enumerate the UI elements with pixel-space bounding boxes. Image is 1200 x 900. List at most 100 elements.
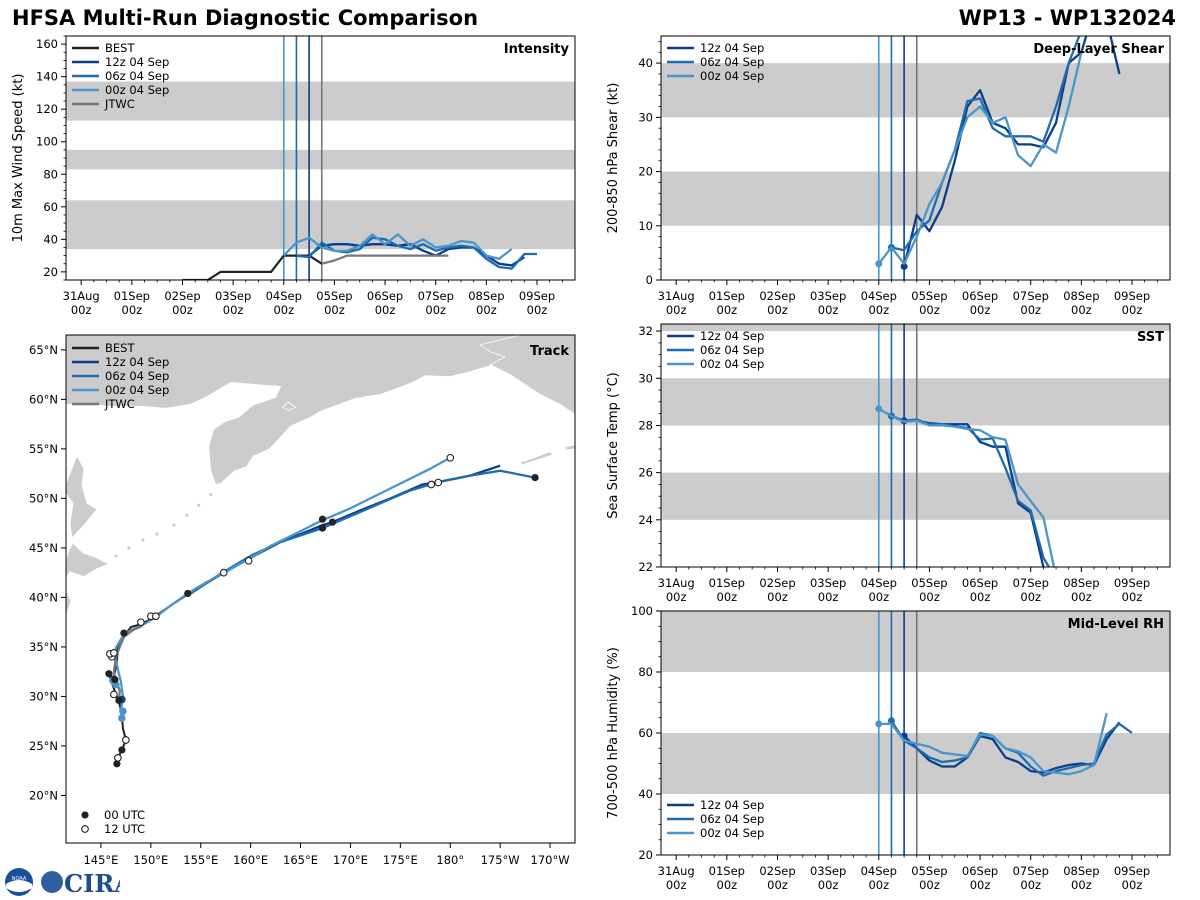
- intensity-x-tick-label-day: 01Sep: [114, 289, 150, 303]
- intensity-y-tick-label: 160: [36, 37, 58, 51]
- track-plot-area: [66, 335, 575, 768]
- track-legend-00utc-marker: [81, 811, 89, 819]
- track-marker-00utc: [118, 746, 126, 754]
- sst-x-tick-label-day: 31Aug: [658, 576, 695, 590]
- land-kuril-island: [172, 523, 176, 527]
- shear-x-tick-label-hour: 00z: [1071, 303, 1092, 317]
- shear-frame: [660, 35, 1171, 281]
- intensity-x-tick-label-day: 06Sep: [367, 289, 403, 303]
- rh-x-tick-label-hour: 00z: [818, 878, 839, 892]
- sst-x-tick-label-hour: 00z: [666, 590, 687, 604]
- shear-x-tick-label-hour: 00z: [868, 303, 889, 317]
- shear-panel-title: Deep-Layer Shear: [1033, 42, 1164, 57]
- rh-x-tick-label-hour: 00z: [970, 878, 991, 892]
- sst-x-tick-label-day: 06Sep: [962, 576, 998, 590]
- track-lat-label: 30°N: [29, 689, 58, 703]
- intensity-panel: 31Aug00z01Sep00z02Sep00z03Sep00z04Sep00z…: [11, 35, 576, 317]
- rh-plot-area: [661, 611, 1170, 855]
- sst-frame: [660, 323, 1171, 568]
- sst-legend-label: 06z 04 Sep: [700, 343, 764, 357]
- sst-x-tick-label-hour: 00z: [767, 590, 788, 604]
- shear-x-tick-label-hour: 00z: [919, 303, 940, 317]
- track-marker-12utc: [446, 453, 455, 462]
- track-line-r06: [190, 469, 536, 595]
- intensity-x-tick-label-day: 07Sep: [418, 289, 454, 303]
- track-marker-00utc: [318, 524, 327, 532]
- intensity-x-tick-label-hour: 00z: [324, 303, 345, 317]
- sst-x-tick-label-day: 05Sep: [911, 576, 947, 590]
- sst-y-tick-label: 24: [638, 513, 653, 527]
- track-marker-00utc: [111, 676, 119, 684]
- rh-y-tick-label: 100: [631, 604, 653, 618]
- track-lat-label: 45°N: [29, 541, 58, 555]
- rh-start-dot-r06: [887, 717, 895, 725]
- shear-x-tick-label-day: 08Sep: [1063, 289, 1099, 303]
- sst-y-tick-label: 26: [638, 466, 653, 480]
- rh-x-tick-label-hour: 00z: [868, 878, 889, 892]
- intensity-series-jtwc: [321, 254, 449, 265]
- sst-x-tick-label-day: 09Sep: [1114, 576, 1150, 590]
- track-marker-12utc: [114, 753, 122, 762]
- land-aleutian-1: [519, 451, 554, 466]
- track-lat-label: 65°N: [29, 343, 58, 357]
- shear-band: [661, 63, 1170, 118]
- track-marker-00utc: [328, 518, 337, 526]
- track-marker-00utc: [113, 760, 121, 768]
- track-lon-label: 175°E: [383, 853, 418, 867]
- intensity-x-tick-label-day: 04Sep: [266, 289, 302, 303]
- land-hokkaido: [66, 542, 110, 583]
- track-marker-r00: [118, 714, 126, 723]
- sst-start-dot-r00: [875, 405, 883, 413]
- track-lon-label: 175°W: [481, 853, 520, 867]
- rh-x-tick-label-day: 05Sep: [911, 864, 947, 878]
- shear-x-tick-label-hour: 00z: [818, 303, 839, 317]
- intensity-y-tick-label: 120: [36, 102, 58, 116]
- rh-x-tick-label-hour: 00z: [666, 878, 687, 892]
- land-kuril-island: [197, 503, 201, 507]
- shear-panel: 31Aug00z01Sep00z02Sep00z03Sep00z04Sep00z…: [606, 35, 1171, 317]
- shear-legend-label: 06z 04 Sep: [700, 55, 764, 69]
- intensity-series-r00: [282, 233, 513, 261]
- land-kuril-island: [185, 513, 189, 517]
- track-legend-label: 06z 04 Sep: [105, 369, 169, 383]
- sst-x-tick-label-hour: 00z: [919, 590, 940, 604]
- intensity-band: [66, 81, 575, 121]
- track-marker-00utc: [531, 473, 539, 482]
- sst-y-tick-label: 22: [638, 560, 653, 574]
- rh-x-tick-label-hour: 00z: [767, 878, 788, 892]
- intensity-series-best: [182, 254, 323, 280]
- shear-y-tick-label: 40: [638, 56, 653, 70]
- track-frame: [65, 334, 576, 844]
- track-line-r12: [190, 464, 501, 594]
- intensity-y-tick-label: 100: [36, 135, 58, 149]
- track-lon-label: 145°E: [83, 853, 118, 867]
- sst-x-tick-label-hour: 00z: [970, 590, 991, 604]
- shear-y-tick-label: 0: [646, 273, 653, 287]
- shear-plot-area: [661, 36, 1170, 280]
- rh-y-tick-label: 20: [638, 848, 653, 862]
- track-marker-12utc: [219, 568, 228, 577]
- rh-legend-label: 12z 04 Sep: [700, 798, 764, 812]
- land-russia: [66, 335, 575, 485]
- track-lat-label: 60°N: [29, 392, 58, 406]
- intensity-x-tick-label-day: 03Sep: [215, 289, 251, 303]
- rh-legend-label: 00z 04 Sep: [700, 826, 764, 840]
- sst-y-tick-label: 32: [638, 324, 653, 338]
- intensity-x-tick-label-day: 31Aug: [63, 289, 100, 303]
- land-sakhalin: [66, 454, 98, 539]
- sst-band: [661, 378, 1170, 426]
- sst-legend-label: 00z 04 Sep: [700, 357, 764, 371]
- track-lon-label: 170°W: [531, 853, 570, 867]
- shear-x-tick-label-day: 06Sep: [962, 289, 998, 303]
- sst-x-tick-label-hour: 00z: [1020, 590, 1041, 604]
- sst-x-tick-label-hour: 00z: [1071, 590, 1092, 604]
- storm-id-label: WP13 - WP132024: [958, 6, 1176, 30]
- shear-x-tick-label-hour: 00z: [767, 303, 788, 317]
- shear-x-tick-label-day: 01Sep: [709, 289, 745, 303]
- sst-panel-title: SST: [1137, 330, 1164, 345]
- track-lat-label: 20°N: [29, 788, 58, 802]
- shear-y-tick-label: 20: [638, 165, 653, 179]
- track-legend-12utc-label: 12 UTC: [104, 822, 145, 836]
- intensity-y-tick-label: 60: [43, 200, 58, 214]
